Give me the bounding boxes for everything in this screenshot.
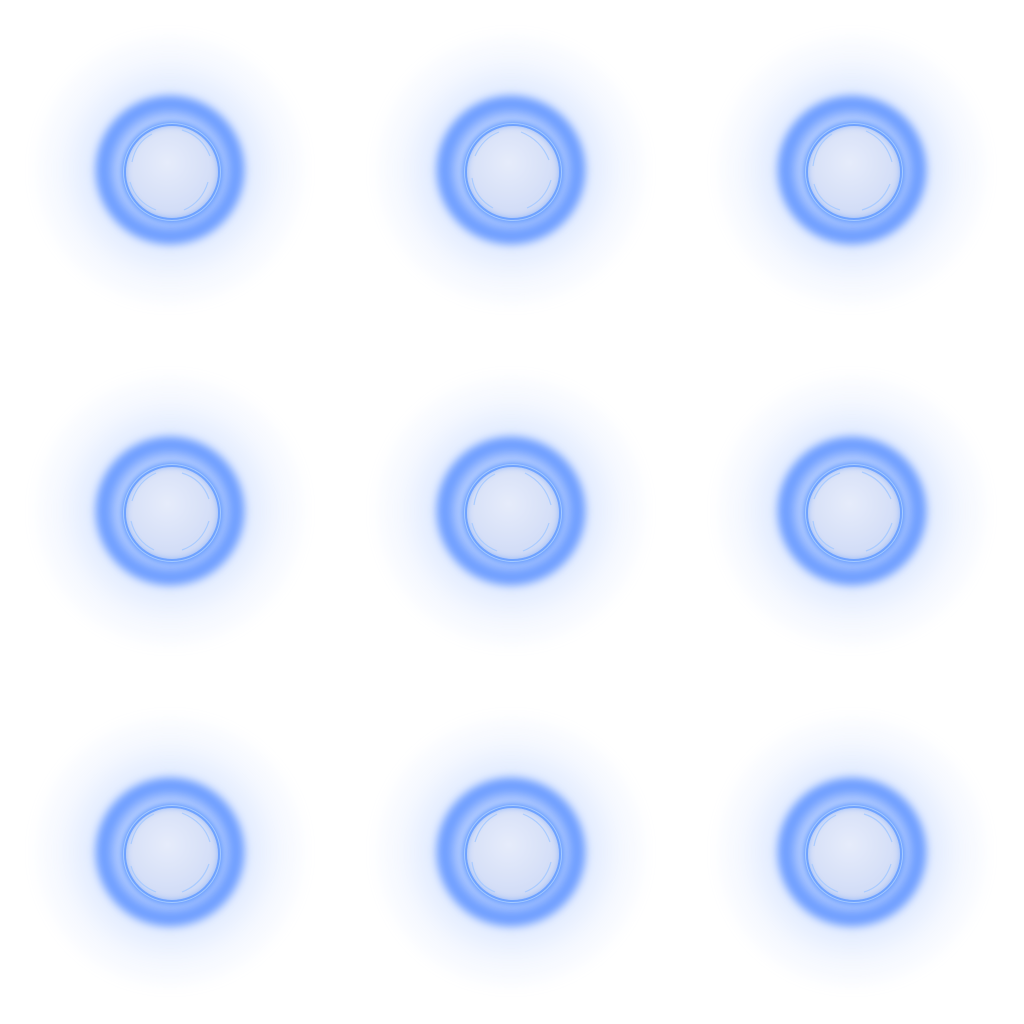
orb-frame-2	[341, 0, 681, 340]
orb-frame-4	[0, 341, 340, 681]
glowing-orb-icon	[806, 806, 902, 902]
glowing-orb-icon	[465, 806, 561, 902]
glowing-orb-icon	[465, 465, 561, 561]
orb-frame-9	[682, 682, 1022, 1022]
glowing-orb-icon	[124, 124, 220, 220]
rim-crackle-icon	[129, 129, 211, 211]
glowing-orb-icon	[806, 465, 902, 561]
glowing-orb-icon	[124, 465, 220, 561]
glowing-orb-icon	[465, 124, 561, 220]
rim-crackle-icon	[812, 471, 893, 552]
orb-frame-7	[0, 682, 340, 1022]
rim-crackle-icon	[812, 130, 893, 211]
orb-frame-8	[341, 682, 681, 1022]
orb-frame-3	[682, 0, 1022, 340]
rim-crackle-icon	[471, 813, 552, 893]
glowing-orb-icon	[124, 806, 220, 902]
orb-frame-6	[682, 341, 1022, 681]
rim-crackle-icon	[130, 812, 211, 893]
glowing-orb-icon	[806, 124, 902, 220]
rim-crackle-icon	[811, 813, 893, 893]
orb-frame-1	[0, 0, 340, 340]
rim-crackle-icon	[471, 472, 552, 552]
rim-crackle-icon	[130, 472, 210, 551]
rim-crackle-icon	[471, 131, 552, 209]
orb-frame-5	[341, 341, 681, 681]
